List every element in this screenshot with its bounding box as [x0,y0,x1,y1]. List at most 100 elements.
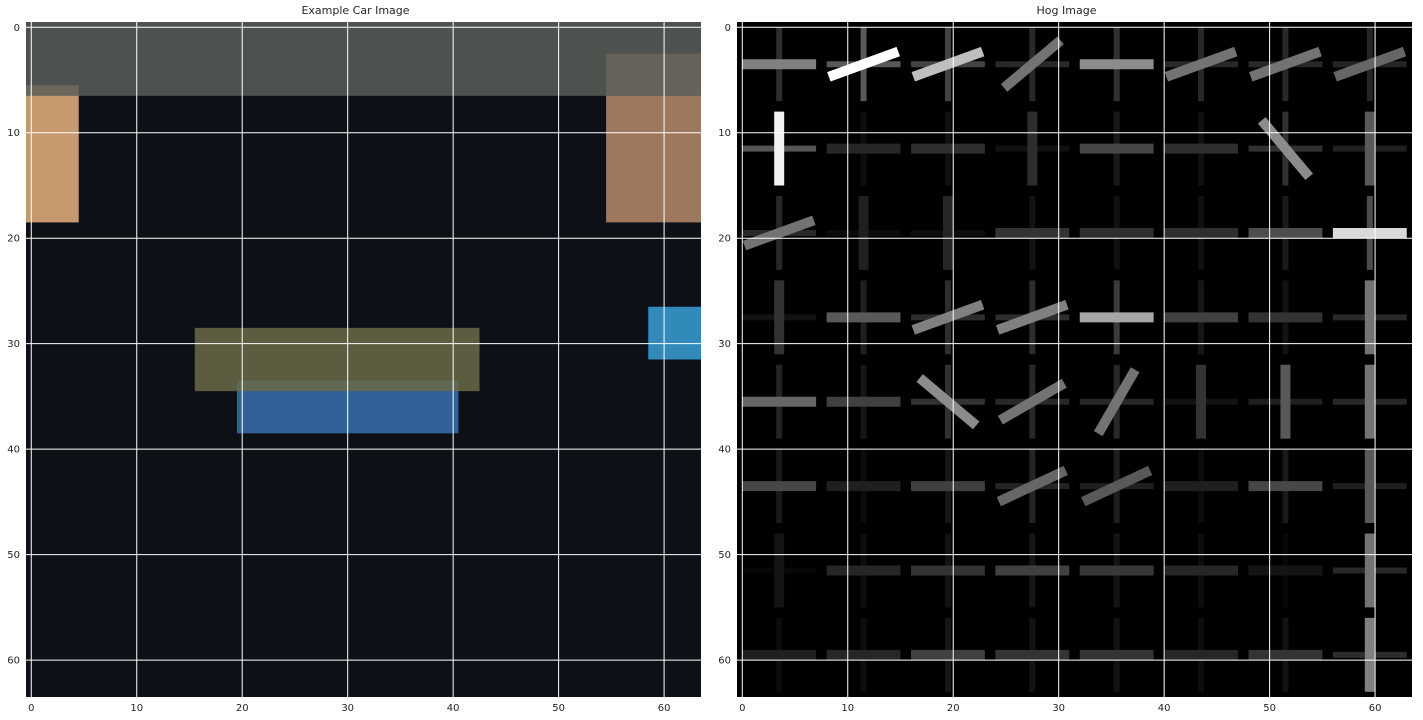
hog-cell [742,364,817,439]
hog-cell [1248,196,1323,270]
hog-cell [826,280,901,355]
hog-dominant-bin [1000,36,1064,92]
car-xtick-label: 0 [28,703,34,714]
hog-cell [1079,533,1154,608]
car-image-panel: Example Car Image 0 10 20 30 40 50 60 0 10 20 30 40… [0,0,711,720]
hog-cell [1164,196,1238,270]
car-ytick-label: 50 [7,550,20,561]
hog-background [737,22,1412,697]
hog-xtick-label: 30 [1052,703,1065,714]
hog-cell [911,364,985,439]
hog-cell [742,27,817,102]
car-xtick-label: 40 [447,703,460,714]
hog-cell [826,617,901,692]
hog-cell [826,196,901,270]
hog-dominant-bin [1249,46,1322,82]
hog-cell [1332,196,1407,270]
hog-dominant-bin [1081,465,1153,507]
hog-ytick-label: 50 [718,550,731,561]
hog-cell [1164,449,1238,523]
hog-cell [1332,111,1407,186]
car-region-middle-band [194,327,480,392]
car-region-right-blue [648,306,701,360]
hog-cell [995,280,1070,355]
hog-image-title: Hog Image [1036,4,1097,17]
hog-cell [1248,364,1323,439]
hog-cell [995,533,1070,608]
car-ytick-label: 0 [14,23,20,34]
hog-cell [911,617,985,692]
car-ytick-label: 30 [7,339,20,350]
car-image-plot: 0 10 20 30 40 50 60 0 10 20 30 40 50 60 [7,22,701,714]
hog-xtick-label: 40 [1158,703,1171,714]
hog-cell [1248,449,1323,523]
hog-ytick-label: 60 [718,656,731,667]
hog-cell [995,27,1070,102]
hog-ytick-label: 10 [718,128,731,139]
hog-dominant-bin [911,46,985,82]
hog-cell [742,280,817,355]
hog-cell [742,449,817,523]
hog-xtick-label: 0 [739,703,745,714]
hog-cell [1079,449,1154,523]
hog-cell [826,364,901,439]
car-xtick-label: 30 [341,703,354,714]
hog-xtick-label: 60 [1369,703,1382,714]
hog-dominant-bin [827,46,900,82]
hog-image-panel: Hog Image 0 10 20 30 40 50 60 0 10 20 30 40 50 60 [711,0,1422,720]
hog-dominant-bin [1164,46,1238,82]
hog-cell [995,449,1070,523]
hog-cell [1332,364,1407,439]
hog-cell [995,196,1070,270]
hog-cell [1248,617,1323,692]
hog-cells [742,27,1407,692]
car-xtick-label: 20 [236,703,249,714]
hog-cell [1164,280,1238,355]
hog-cell [1332,617,1407,692]
hog-cell [1164,27,1238,102]
car-image-title: Example Car Image [301,4,410,17]
hog-dominant-bin [742,215,816,251]
hog-cell [911,196,985,270]
hog-cell [1164,364,1238,439]
hog-cell [1248,533,1323,608]
hog-cell [911,27,985,102]
hog-xtick-label: 10 [841,703,854,714]
hog-dominant-bin [1333,46,1407,82]
hog-cell [1332,27,1407,102]
hog-cell [995,364,1070,439]
car-image-pixels [26,22,701,697]
hog-cell [1079,111,1154,186]
hog-cell [1079,196,1154,270]
hog-dominant-bin [1093,367,1140,437]
hog-cell [826,27,901,102]
hog-cell [1164,533,1238,608]
hog-ytick-label: 40 [718,445,731,456]
hog-cell [1332,533,1407,608]
hog-cell [826,111,901,186]
hog-ytick-label: 20 [718,234,731,245]
hog-image-plot: 0 10 20 30 40 50 60 0 10 20 30 40 50 60 [718,22,1412,714]
car-ytick-label: 10 [7,128,20,139]
car-xtick-label: 50 [552,703,565,714]
car-region-left-edge-bright [26,85,79,223]
hog-cell [742,617,817,692]
hog-ytick-label: 30 [718,339,731,350]
hog-ytick-label: 0 [725,23,731,34]
hog-cell [826,533,901,608]
hog-cell [911,111,985,186]
hog-cell [911,280,985,355]
hog-axes: 0 10 20 30 40 50 60 0 10 20 30 40 50 60 [718,22,1412,714]
hog-xtick-label: 50 [1263,703,1276,714]
hog-cell [911,533,985,608]
hog-cell [1079,617,1154,692]
hog-cell [911,449,985,523]
car-region-top-band [26,22,701,96]
hog-dominant-bin [997,378,1067,425]
hog-cell [1079,27,1154,102]
car-ytick-label: 20 [7,234,20,245]
hog-dominant-bin [911,299,985,335]
hog-dominant-bin [996,465,1068,507]
hog-cell [1332,449,1407,523]
hog-cell [1248,280,1323,355]
